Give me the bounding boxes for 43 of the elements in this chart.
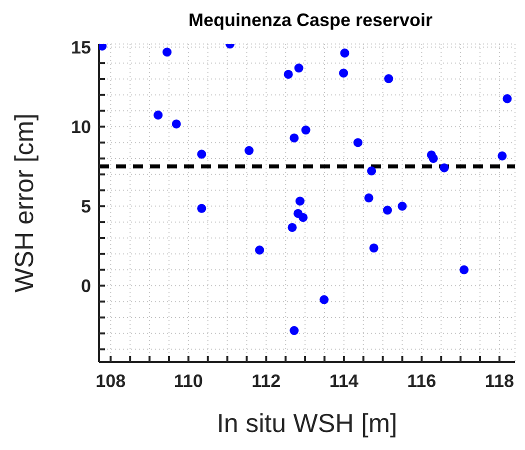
x-tick-label: 116: [407, 370, 436, 391]
x-tick-label: 110: [174, 370, 203, 391]
y-axis-title: WSH error [cm]: [9, 113, 40, 293]
point: [440, 163, 449, 172]
point: [197, 204, 206, 213]
x-tick-label: 118: [484, 370, 514, 391]
point: [154, 110, 163, 120]
point: [502, 94, 512, 104]
point: [295, 196, 305, 206]
point: [398, 202, 407, 211]
point: [172, 119, 181, 128]
point: [290, 133, 299, 142]
point: [369, 243, 378, 252]
x-axis-title: In situ WSH [m]: [216, 408, 398, 438]
point: [244, 146, 254, 156]
point: [290, 326, 299, 336]
point: [384, 74, 394, 84]
point: [364, 193, 374, 202]
x-tick-label: 108: [96, 370, 126, 391]
point: [298, 212, 308, 222]
chart-title: Mequinenza Caspe reservoir: [187, 10, 434, 31]
point: [460, 265, 469, 274]
point: [340, 48, 350, 58]
point: [382, 206, 392, 215]
x-tick-label: 112: [252, 370, 281, 391]
point: [367, 166, 376, 176]
point: [428, 154, 438, 163]
point: [498, 151, 507, 160]
y-tick-label: 5: [80, 196, 91, 217]
point: [294, 64, 304, 73]
point: [320, 295, 329, 304]
point: [353, 138, 362, 148]
x-tick-label: 114: [329, 370, 358, 391]
point: [284, 70, 293, 79]
point: [301, 126, 310, 135]
y-tick-label: 15: [70, 38, 91, 58]
point: [339, 68, 348, 78]
point: [162, 48, 172, 57]
y-tick-label: 0: [80, 276, 91, 296]
point: [197, 150, 206, 159]
y-tick-label: 10: [70, 117, 91, 138]
point: [288, 222, 297, 232]
point: [255, 246, 264, 255]
